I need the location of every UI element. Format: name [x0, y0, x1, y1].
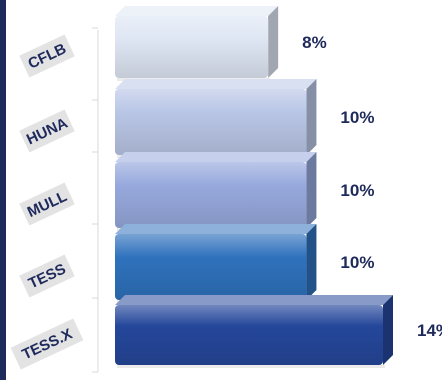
value-label: 14%: [417, 321, 442, 340]
bar-side-face: [306, 152, 317, 228]
bar-top-face: [115, 224, 317, 234]
value-label: 8%: [302, 33, 327, 52]
bar-front-face: [115, 234, 307, 300]
category-label-box: TESS.X: [10, 318, 84, 370]
category-label-bg: [19, 182, 75, 226]
bar-side-face: [306, 224, 317, 300]
bar-front-face: [115, 89, 307, 155]
bar-mull: [115, 152, 317, 231]
bar-tess: [115, 224, 317, 303]
bar-top-face: [115, 152, 317, 162]
category-label-box: HUNA: [19, 109, 75, 153]
bar-side-face: [268, 6, 279, 78]
left-accent-border: [0, 0, 6, 380]
value-label: 10%: [340, 108, 374, 127]
bar-top-face: [115, 6, 279, 16]
category-label-bg: [10, 318, 84, 370]
bar-side-face: [383, 295, 393, 365]
bar-top-face: [115, 295, 393, 305]
bar-huna: [115, 79, 317, 158]
category-label-bg: [19, 34, 75, 78]
bar-front-face: [115, 16, 269, 78]
category-label-box: MULL: [19, 182, 75, 226]
bar-top-face: [115, 79, 317, 89]
category-label-bg: [19, 254, 75, 298]
bar-cflb: [115, 6, 279, 81]
bar-shadow: [117, 365, 385, 368]
category-label-box: TESS: [19, 254, 75, 298]
bar-side-face: [306, 79, 317, 155]
value-label: 10%: [340, 253, 374, 272]
bar-front-face: [115, 305, 383, 365]
category-label-bg: [19, 109, 75, 153]
bar-tess-x: [115, 295, 393, 368]
bar-front-face: [115, 162, 307, 228]
value-label: 10%: [340, 181, 374, 200]
category-label-box: CFLB: [19, 34, 75, 78]
